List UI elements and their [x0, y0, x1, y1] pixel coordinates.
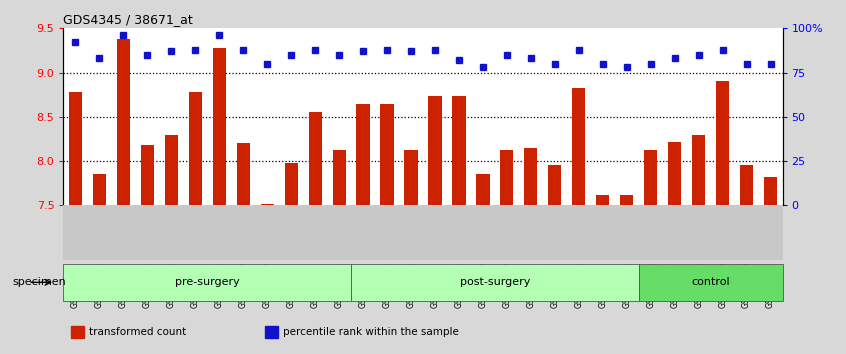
Bar [237, 143, 250, 205]
Bar [117, 39, 130, 205]
Bar [764, 177, 777, 205]
Bar [596, 195, 609, 205]
Bar [309, 112, 321, 205]
Bar [69, 92, 82, 205]
Bar [644, 150, 657, 205]
Bar [620, 195, 634, 205]
Bar [93, 174, 106, 205]
Text: specimen: specimen [13, 277, 67, 287]
Bar [740, 165, 753, 205]
Bar [692, 135, 706, 205]
Text: pre-surgery: pre-surgery [175, 277, 239, 287]
Bar [404, 150, 418, 205]
Text: transformed count: transformed count [89, 327, 186, 337]
Bar [428, 96, 442, 205]
Bar [265, 326, 277, 338]
Bar [212, 48, 226, 205]
Bar [716, 81, 729, 205]
Bar [189, 92, 202, 205]
Bar [261, 204, 274, 205]
Bar [548, 165, 562, 205]
Text: GDS4345 / 38671_at: GDS4345 / 38671_at [63, 13, 193, 26]
Text: percentile rank within the sample: percentile rank within the sample [283, 327, 459, 337]
Bar [381, 103, 393, 205]
Bar [356, 103, 370, 205]
Bar [500, 150, 514, 205]
Bar [140, 145, 154, 205]
FancyBboxPatch shape [639, 264, 783, 301]
Bar [572, 87, 585, 205]
Bar [70, 326, 84, 338]
Bar [332, 150, 346, 205]
Bar [284, 163, 298, 205]
Text: control: control [691, 277, 730, 287]
Bar [165, 135, 178, 205]
FancyBboxPatch shape [351, 264, 639, 301]
Bar [453, 96, 465, 205]
FancyBboxPatch shape [63, 264, 351, 301]
Bar [476, 174, 490, 205]
Bar [668, 142, 681, 205]
Bar [525, 148, 537, 205]
Text: post-surgery: post-surgery [459, 277, 530, 287]
